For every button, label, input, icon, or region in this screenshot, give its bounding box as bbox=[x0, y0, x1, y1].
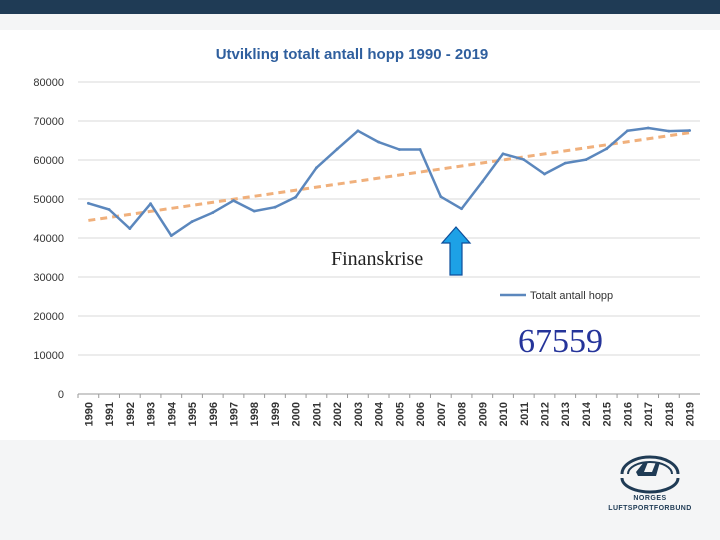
trendline-group bbox=[88, 131, 690, 222]
x-tick-label: 2006 bbox=[415, 402, 427, 426]
series-line bbox=[88, 126, 690, 237]
data-point bbox=[273, 205, 277, 209]
x-tick-label: 1990 bbox=[83, 402, 95, 426]
y-tick-label: 30000 bbox=[33, 272, 64, 284]
data-point bbox=[335, 147, 339, 151]
y-tick-label: 20000 bbox=[33, 311, 64, 323]
data-point bbox=[605, 147, 609, 151]
x-tick-label: 2005 bbox=[394, 402, 406, 426]
x-tick-label: 2007 bbox=[436, 402, 448, 426]
data-point bbox=[418, 148, 422, 151]
x-tick-label: 2014 bbox=[581, 401, 593, 426]
data-point bbox=[107, 208, 111, 211]
x-tick-label: 1995 bbox=[187, 402, 199, 426]
x-tick-label: 2019 bbox=[685, 402, 697, 426]
x-tick-label: 2011 bbox=[519, 402, 531, 426]
data-point bbox=[315, 166, 318, 170]
data-point bbox=[667, 129, 671, 133]
x-tick-label: 2004 bbox=[374, 401, 386, 426]
logo: NORGES LUFTSPORTFORBUND bbox=[598, 452, 702, 524]
top-bar bbox=[0, 0, 720, 14]
x-tick-label: 1999 bbox=[270, 402, 282, 426]
x-tick-label: 2001 bbox=[311, 402, 323, 426]
x-tick-label: 2015 bbox=[602, 402, 614, 426]
x-tick-label: 1997 bbox=[229, 402, 241, 426]
line-chart: Utvikling totalt antall hopp 1990 - 2019… bbox=[33, 46, 700, 426]
data-point bbox=[252, 209, 256, 213]
logo-mark bbox=[620, 455, 680, 494]
x-axis-ticks: 1990 1991 1992 1993 1994 1995 1996 1997 1998 1999… bbox=[77, 394, 697, 426]
x-tick-label: 2012 bbox=[540, 402, 552, 426]
x-tick-label: 2018 bbox=[664, 402, 676, 426]
x-tick-label: 2002 bbox=[332, 402, 344, 426]
data-point bbox=[563, 161, 567, 165]
data-point bbox=[169, 234, 173, 238]
x-tick-label: 2017 bbox=[643, 402, 655, 426]
grid-lines bbox=[78, 81, 700, 395]
x-tick-label: 2010 bbox=[498, 402, 510, 426]
y-tick-label: 80000 bbox=[33, 77, 64, 89]
logo-text-line2: LUFTSPORTFORBUND bbox=[608, 505, 692, 512]
data-point bbox=[86, 201, 90, 205]
data-point bbox=[232, 199, 235, 202]
legend: Totalt antall hopp bbox=[500, 290, 613, 302]
x-tick-label: 2016 bbox=[622, 402, 634, 426]
y-tick-label: 10000 bbox=[33, 350, 64, 362]
data-point bbox=[397, 148, 401, 151]
x-tick-label: 1993 bbox=[146, 402, 158, 426]
data-point bbox=[522, 158, 526, 162]
y-tick-label: 50000 bbox=[33, 194, 64, 206]
legend-label: Totalt antall hopp bbox=[530, 290, 613, 302]
x-tick-label: 2008 bbox=[457, 402, 469, 426]
data-point bbox=[377, 140, 381, 144]
series-group bbox=[86, 126, 692, 238]
data-point bbox=[294, 195, 298, 199]
data-point bbox=[460, 207, 463, 211]
data-point bbox=[480, 180, 484, 184]
data-point bbox=[646, 126, 650, 130]
y-axis-ticks: 0 10000 20000 30000 40000 50000 60000 70000 8000… bbox=[33, 77, 64, 401]
data-point bbox=[688, 129, 692, 132]
chart-panel: Utvikling totalt antall hopp 1990 - 2019… bbox=[0, 30, 720, 440]
logo-text-line1: NORGES bbox=[633, 495, 667, 502]
big-number-label: 67559 bbox=[518, 323, 603, 360]
data-point bbox=[128, 227, 132, 231]
chart-title: Utvikling totalt antall hopp 1990 - 2019 bbox=[216, 46, 489, 63]
y-tick-label: 0 bbox=[58, 389, 64, 401]
annotation-label: Finanskrise bbox=[331, 248, 423, 270]
annotations: Finanskrise 67559 bbox=[331, 226, 603, 360]
data-point bbox=[149, 202, 152, 206]
x-tick-label: 2003 bbox=[353, 402, 365, 426]
data-point bbox=[356, 129, 360, 133]
x-tick-label: 1991 bbox=[104, 402, 116, 426]
data-point bbox=[543, 172, 546, 176]
trendline bbox=[88, 131, 690, 222]
y-tick-label: 70000 bbox=[33, 116, 64, 128]
data-point bbox=[626, 129, 629, 133]
x-tick-label: 1998 bbox=[249, 402, 261, 426]
annotation-arrow bbox=[440, 226, 472, 276]
data-point bbox=[439, 195, 443, 199]
x-tick-label: 1996 bbox=[208, 402, 220, 426]
data-point bbox=[501, 152, 505, 156]
x-tick-label: 2009 bbox=[477, 402, 489, 426]
data-point bbox=[211, 211, 215, 215]
x-tick-label: 2013 bbox=[560, 402, 572, 426]
x-tick-label: 1992 bbox=[125, 402, 137, 426]
x-tick-label: 2000 bbox=[291, 402, 303, 426]
data-point bbox=[584, 158, 588, 162]
y-tick-label: 40000 bbox=[33, 233, 64, 245]
x-tick-label: 1994 bbox=[166, 401, 178, 426]
y-tick-label: 60000 bbox=[33, 155, 64, 167]
data-point bbox=[190, 220, 194, 224]
